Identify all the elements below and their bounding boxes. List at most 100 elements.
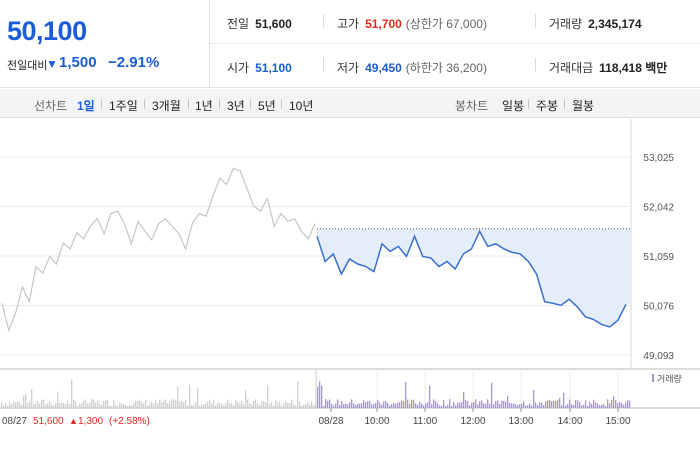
volume-bar (37, 400, 39, 408)
volume-bar (39, 403, 41, 408)
volume-bar (273, 405, 275, 408)
volume-bar (127, 405, 129, 408)
volume-bar (441, 405, 443, 408)
stat-label: 거래량 (549, 17, 583, 31)
x-axis-ticks: 08/28 10:00 11:00 12:00 13:00 14:00 15:00 (318, 408, 631, 427)
volume-bar (151, 401, 153, 408)
volume-bar (101, 404, 103, 408)
x-tick-label: 10:00 (364, 416, 389, 427)
stat-high: 고가 51,700 (상한가 67,000) (337, 15, 487, 32)
volume-bar (129, 405, 131, 408)
x-tick-label: 08/28 (318, 416, 343, 427)
y-tick-label: 50,076 (643, 302, 674, 313)
volume-bar (365, 402, 367, 408)
volume-bar (615, 400, 617, 408)
period-3m-tab[interactable]: 3개월 (152, 99, 181, 113)
volume-bar (505, 401, 507, 408)
volume-bar (211, 403, 213, 408)
period-1d-tab[interactable]: 1일 (77, 99, 95, 113)
volume-bar (125, 405, 127, 408)
volume-bar (107, 400, 109, 408)
volume-bar (371, 404, 373, 408)
stat-label: 시가 (227, 61, 250, 75)
volume-bar (199, 405, 201, 408)
volume-bar (97, 400, 99, 408)
volume-bar (61, 402, 63, 408)
volume-bar (75, 401, 77, 408)
volume-bar (489, 403, 491, 408)
volume-bar (549, 399, 551, 408)
volume-bar (1, 402, 3, 408)
volume-bar (339, 404, 341, 408)
volume-bar (285, 400, 287, 408)
volume-bar (245, 390, 247, 408)
volume-bar (307, 402, 309, 408)
volume-bar (409, 403, 411, 408)
volume-bar (243, 404, 245, 408)
volume-bar (301, 405, 303, 408)
period-1w-tab[interactable]: 1주일 (109, 99, 138, 113)
divider (188, 99, 189, 109)
volume-bar (57, 391, 59, 408)
y-tick-label: 52,042 (643, 203, 674, 214)
volume-bar (609, 403, 611, 408)
volume-bar (327, 400, 329, 408)
volume-bar (345, 403, 347, 408)
volume-bar (467, 401, 469, 408)
volume-bar (461, 402, 463, 408)
volume-bar (535, 402, 537, 408)
volume-bar (207, 401, 209, 408)
volume-bar (509, 402, 511, 408)
period-3y-tab[interactable]: 3년 (227, 99, 245, 113)
volume-bar (403, 401, 405, 408)
volume-bar (237, 402, 239, 408)
candle-monthly-tab[interactable]: 월봉 (572, 99, 595, 113)
period-10y-tab[interactable]: 10년 (289, 99, 314, 113)
volume-bar (227, 399, 229, 408)
volume-bar (217, 402, 219, 408)
volume-bar (585, 400, 587, 408)
period-1y-tab[interactable]: 1년 (195, 99, 213, 113)
stat-prev-close: 전일 51,600 (227, 15, 292, 32)
volume-bar (67, 400, 69, 408)
candle-weekly-tab[interactable]: 주봉 (536, 99, 559, 113)
volume-bar (483, 403, 485, 408)
volume-bar (77, 405, 79, 408)
stat-label: 거래대금 (549, 61, 594, 75)
volume-bar (305, 403, 307, 408)
volume-bar (513, 403, 515, 408)
volume-bar (41, 399, 43, 408)
volume-bar (433, 399, 435, 408)
volume-bar (393, 402, 395, 408)
volume-bar (83, 400, 85, 408)
volume-bar (413, 399, 415, 408)
price-header: 50,100 전일대비 ▼ 1,500 −2.91% 전일 51,600 고가 51… (0, 0, 700, 88)
volume-bar (367, 401, 369, 408)
volume-bar (333, 405, 335, 408)
volume-bar (275, 400, 277, 408)
volume-bar (381, 404, 383, 408)
period-5y-tab[interactable]: 5년 (258, 99, 276, 113)
volume-bar (555, 400, 557, 408)
volume-bar (29, 401, 31, 408)
volume-bar (59, 402, 61, 408)
prev-day-label: 전일대비 (7, 60, 48, 72)
volume-bar (399, 402, 401, 408)
volume-bar (123, 403, 125, 408)
volume-bar (31, 389, 33, 408)
volume-bar (93, 399, 95, 408)
divider (250, 99, 251, 109)
volume-bar (545, 401, 547, 408)
volume-bar (189, 384, 191, 408)
volume-bar (397, 402, 399, 408)
volume-bar (335, 403, 337, 408)
volume-bar (11, 404, 13, 408)
volume-bar (247, 399, 249, 408)
down-arrow-icon: ▼ (46, 57, 58, 71)
divider (535, 58, 536, 72)
volume-bar (343, 404, 345, 408)
candle-daily-tab[interactable]: 일봉 (502, 99, 525, 113)
volume-bar (329, 399, 331, 408)
volume-bar (515, 404, 517, 408)
price-chart[interactable]: 53,025 52,042 51,059 50,076 49,093 08/28 10:0… (0, 119, 700, 450)
